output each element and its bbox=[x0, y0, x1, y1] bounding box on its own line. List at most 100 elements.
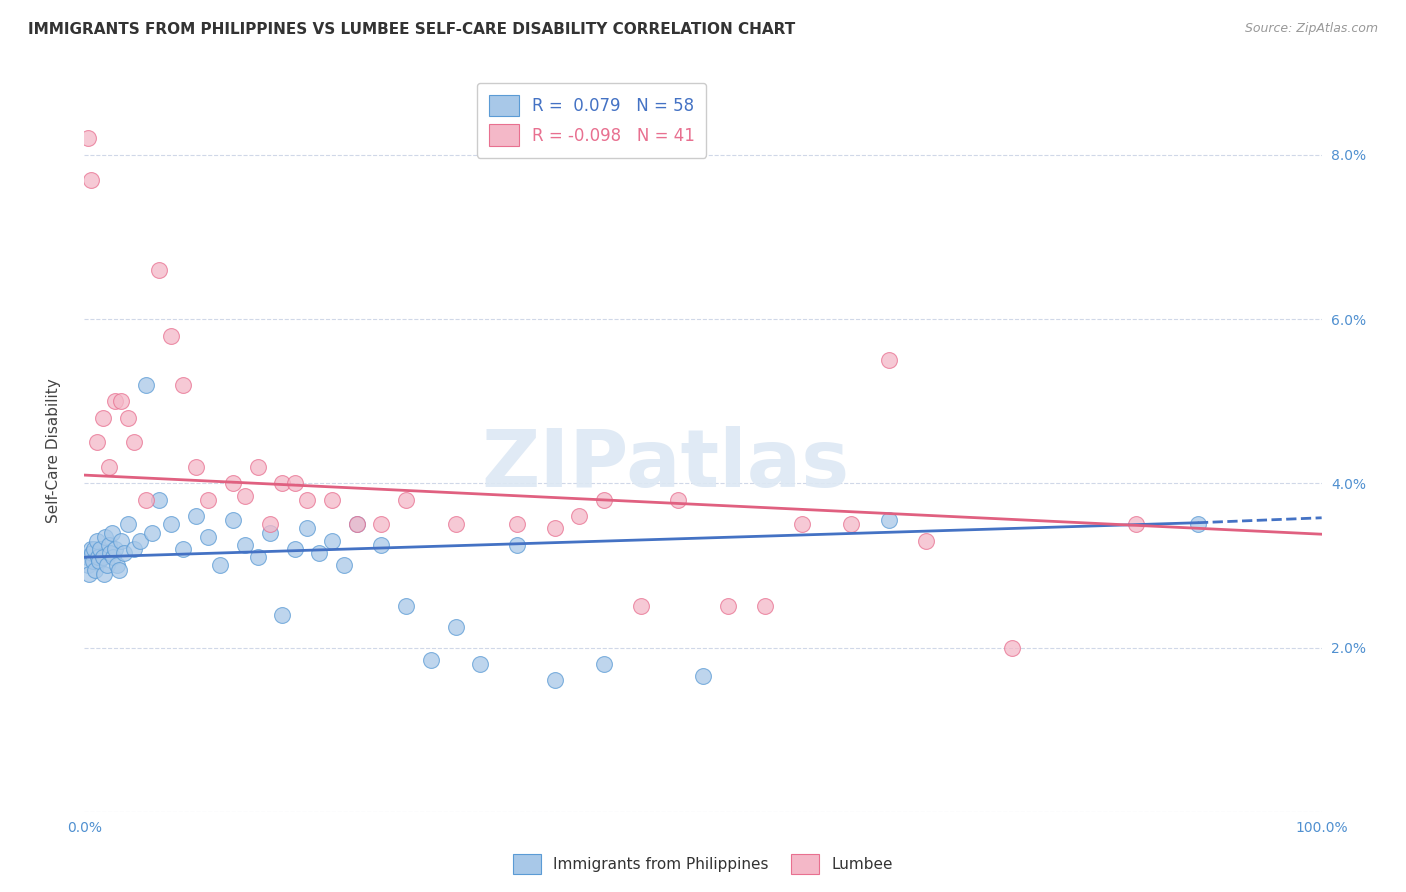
Point bbox=[877, 513, 900, 527]
Point bbox=[259, 525, 281, 540]
Point bbox=[104, 394, 127, 409]
Point bbox=[135, 377, 157, 392]
Point bbox=[87, 550, 110, 565]
Point bbox=[284, 476, 307, 491]
Point bbox=[717, 599, 740, 614]
Point bbox=[141, 525, 163, 540]
Point bbox=[841, 517, 863, 532]
Point bbox=[172, 377, 194, 392]
Point bbox=[197, 492, 219, 507]
Point bbox=[295, 492, 318, 507]
Point bbox=[184, 459, 207, 474]
Point bbox=[101, 550, 124, 565]
Point bbox=[284, 541, 307, 556]
Point bbox=[568, 509, 591, 524]
Point bbox=[197, 530, 219, 544]
Point bbox=[91, 410, 114, 425]
Point bbox=[419, 653, 441, 667]
Point bbox=[1187, 517, 1209, 532]
Point bbox=[506, 517, 529, 532]
Point bbox=[470, 657, 492, 671]
Point bbox=[77, 558, 100, 573]
Point bbox=[444, 620, 467, 634]
Point bbox=[104, 541, 127, 556]
Point bbox=[246, 550, 269, 565]
Point bbox=[129, 533, 152, 548]
Point bbox=[346, 517, 368, 532]
Point bbox=[79, 541, 101, 556]
Point bbox=[83, 541, 105, 556]
Point bbox=[222, 476, 245, 491]
Point bbox=[135, 492, 157, 507]
Point bbox=[79, 172, 101, 186]
Point bbox=[148, 263, 170, 277]
Legend: R =  0.079   N = 58, R = -0.098   N = 41: R = 0.079 N = 58, R = -0.098 N = 41 bbox=[477, 83, 706, 158]
Point bbox=[1125, 517, 1147, 532]
Point bbox=[77, 131, 100, 145]
Point bbox=[89, 554, 111, 568]
Point bbox=[122, 541, 145, 556]
Point bbox=[914, 533, 936, 548]
Point bbox=[110, 394, 132, 409]
Point bbox=[233, 538, 256, 552]
Point bbox=[246, 459, 269, 474]
Point bbox=[82, 554, 104, 568]
Point bbox=[370, 538, 392, 552]
Point bbox=[160, 517, 183, 532]
Text: ZIPatlas: ZIPatlas bbox=[482, 425, 851, 504]
Point bbox=[89, 541, 111, 556]
Point bbox=[444, 517, 467, 532]
Point bbox=[108, 562, 131, 576]
Legend: Immigrants from Philippines, Lumbee: Immigrants from Philippines, Lumbee bbox=[508, 848, 898, 880]
Point bbox=[630, 599, 652, 614]
Point bbox=[105, 558, 128, 573]
Point bbox=[259, 517, 281, 532]
Point bbox=[877, 353, 900, 368]
Point bbox=[86, 435, 108, 450]
Text: Source: ZipAtlas.com: Source: ZipAtlas.com bbox=[1244, 22, 1378, 36]
Point bbox=[308, 546, 330, 560]
Point bbox=[209, 558, 232, 573]
Point bbox=[346, 517, 368, 532]
Point bbox=[506, 538, 529, 552]
Point bbox=[395, 492, 418, 507]
Point bbox=[295, 521, 318, 535]
Point bbox=[86, 533, 108, 548]
Point bbox=[172, 541, 194, 556]
Point bbox=[321, 533, 343, 548]
Point bbox=[148, 492, 170, 507]
Point bbox=[321, 492, 343, 507]
Point bbox=[100, 525, 122, 540]
Point bbox=[754, 599, 776, 614]
Point bbox=[110, 533, 132, 548]
Point bbox=[112, 546, 135, 560]
Y-axis label: Self-Care Disability: Self-Care Disability bbox=[46, 378, 60, 523]
Point bbox=[79, 566, 101, 581]
Point bbox=[222, 513, 245, 527]
Point bbox=[271, 476, 294, 491]
Point bbox=[98, 459, 121, 474]
Point bbox=[98, 546, 121, 560]
Point bbox=[692, 669, 714, 683]
Point bbox=[543, 673, 565, 688]
Point bbox=[84, 562, 107, 576]
Point bbox=[96, 558, 118, 573]
Point bbox=[593, 657, 616, 671]
Point bbox=[593, 492, 616, 507]
Point bbox=[395, 599, 418, 614]
Point bbox=[117, 517, 139, 532]
Point bbox=[80, 546, 103, 560]
Point bbox=[271, 607, 294, 622]
Point bbox=[1001, 640, 1024, 655]
Point bbox=[790, 517, 813, 532]
Point bbox=[91, 550, 114, 565]
Point bbox=[233, 489, 256, 503]
Point bbox=[117, 410, 139, 425]
Point bbox=[94, 530, 117, 544]
Point bbox=[122, 435, 145, 450]
Point bbox=[543, 521, 565, 535]
Point bbox=[370, 517, 392, 532]
Point bbox=[160, 328, 183, 343]
Text: IMMIGRANTS FROM PHILIPPINES VS LUMBEE SELF-CARE DISABILITY CORRELATION CHART: IMMIGRANTS FROM PHILIPPINES VS LUMBEE SE… bbox=[28, 22, 796, 37]
Point bbox=[184, 509, 207, 524]
